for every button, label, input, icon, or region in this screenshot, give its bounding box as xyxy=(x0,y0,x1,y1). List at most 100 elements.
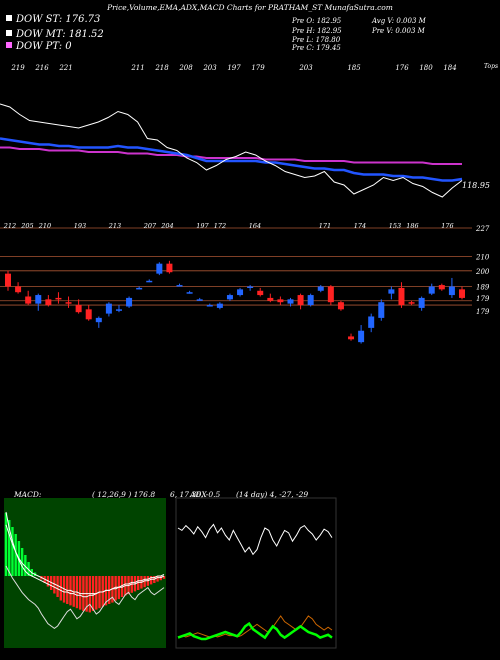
candle-body xyxy=(45,299,52,306)
tops-label: 186 xyxy=(406,222,418,230)
candle-body xyxy=(85,309,92,320)
macd-histogram-bar xyxy=(11,527,14,576)
candle-body xyxy=(226,295,233,300)
candle-body xyxy=(65,302,72,304)
candle-body xyxy=(247,286,254,288)
price-stats: Pre O: 182.95 Avg V: 0.003 M Pre H: 182.… xyxy=(291,17,427,52)
tops-label: 179 xyxy=(251,64,265,72)
candle-body xyxy=(15,286,22,293)
tops-label: 197 xyxy=(196,222,209,230)
adx-params: (14 day) 4, -27, -29 xyxy=(236,490,308,499)
dow-legend: DOW ST: 176.73 DOW MT: 181.52 DOW PT: 0 xyxy=(6,14,104,52)
candle-body xyxy=(388,289,395,294)
price-axis-label: 227 xyxy=(475,225,490,233)
tops-label: 218 xyxy=(154,64,169,72)
tops-label: 212 xyxy=(3,222,16,230)
dow-pt-label: DOW PT: 0 xyxy=(15,41,72,52)
macd-histogram-bar xyxy=(78,576,82,610)
tops-label: 213 xyxy=(108,222,121,230)
macd-histogram-bar xyxy=(49,576,53,590)
tops-label: 216 xyxy=(34,64,49,72)
candle-body xyxy=(348,336,355,340)
pre-close: Pre C: 179.45 xyxy=(291,44,341,52)
dow-st-label: DOW ST: 176.73 xyxy=(15,14,100,25)
macd-histogram-bar xyxy=(24,555,27,576)
dow-mt-label: DOW MT: 181.52 xyxy=(15,29,104,40)
tops-label: 174 xyxy=(354,222,366,230)
dow-mt-swatch xyxy=(6,30,12,36)
candle-body xyxy=(146,280,153,283)
candle-body xyxy=(297,295,304,306)
candle-body xyxy=(55,297,62,300)
candle-body xyxy=(35,295,42,304)
tops-label: 176 xyxy=(441,222,453,230)
macd-signal-line xyxy=(5,524,165,595)
tops-label: 210 xyxy=(38,222,51,230)
tops-label: 221 xyxy=(58,64,72,72)
candle-body xyxy=(428,286,435,294)
adx-frame xyxy=(175,497,337,649)
candle-body xyxy=(136,287,143,290)
candle-body xyxy=(378,302,385,318)
ema-panel: 219 216 221 211 218 208 203 197 179 203 185 176 180 1… xyxy=(0,63,498,198)
candle-body xyxy=(25,296,32,304)
tops-label: 171 xyxy=(319,222,331,230)
tops-label: 193 xyxy=(74,222,86,230)
candle-body xyxy=(257,290,264,296)
macd-params: ( 12,26,9 ) 176.8 xyxy=(92,490,155,499)
candle-body xyxy=(196,299,203,301)
price-axis-label: 210 xyxy=(475,254,490,262)
candle-body xyxy=(418,297,425,308)
macd-line xyxy=(5,511,165,598)
candle-body xyxy=(438,285,445,290)
tops-label: 204 xyxy=(160,222,173,230)
candlestick-panel: 227 210 200 189 179 179 212 205 210 193 213 207 204 1… xyxy=(0,222,490,344)
candle-body xyxy=(5,273,11,287)
macd-histogram-bar xyxy=(120,576,124,597)
macd-histogram-bar xyxy=(137,576,140,590)
pre-low: Pre L: 178.80 xyxy=(291,36,341,44)
tops-label: 205 xyxy=(20,222,33,230)
macd-histogram-bar xyxy=(20,548,24,576)
candle-body xyxy=(216,303,223,308)
macd-params-secondary: 6, 17.36, -0.5 xyxy=(170,490,220,499)
minus-di-line xyxy=(177,615,333,638)
chart-title: Price,Volume,EMA,ADX,MACD Charts for PRA… xyxy=(106,3,393,12)
candle-body xyxy=(398,287,405,306)
macd-panel: MACD: ( 12,26,9 ) 176.8 6, 17.36, -0.5 xyxy=(4,490,220,648)
tops-label: 197 xyxy=(227,64,241,72)
macd-histogram-bar xyxy=(53,576,56,594)
pre-high: Pre H: 182.95 xyxy=(291,27,342,35)
adx-label: ADX xyxy=(189,490,207,499)
plus-di-line xyxy=(177,621,333,641)
candle-body xyxy=(307,295,314,306)
candle-body xyxy=(408,302,415,304)
tops-caption: Tops xyxy=(484,63,498,70)
candle-body xyxy=(368,316,375,328)
tops-label: 176 xyxy=(395,64,409,72)
candle-body xyxy=(126,297,133,307)
macd-histogram-bar xyxy=(143,576,146,588)
candle-body xyxy=(166,263,173,273)
macd-histogram-bar xyxy=(72,576,75,607)
candle-body xyxy=(277,299,284,303)
candle-body xyxy=(206,305,213,307)
price-axis-label: 189 xyxy=(476,284,490,292)
candle-body xyxy=(337,302,344,310)
adx-panel: ADX (14 day) 4, -27, -29 xyxy=(175,490,337,649)
tops-label: 203 xyxy=(202,64,217,72)
tops-label: 185 xyxy=(347,64,361,72)
tops-label: 208 xyxy=(178,64,193,72)
tops-label: 219 xyxy=(10,64,25,72)
price-line xyxy=(0,103,463,198)
macd-histogram-bar xyxy=(149,576,153,585)
tops-label: 180 xyxy=(419,64,433,72)
macd-histogram-bar xyxy=(8,520,11,576)
candle-body xyxy=(358,330,365,343)
candle-body xyxy=(156,263,163,274)
macd-histogram-bar xyxy=(4,513,8,576)
price-axis-label: 179 xyxy=(476,295,490,303)
tops-label: 172 xyxy=(214,222,226,230)
candle-body xyxy=(95,317,102,323)
candle-body xyxy=(115,309,122,311)
